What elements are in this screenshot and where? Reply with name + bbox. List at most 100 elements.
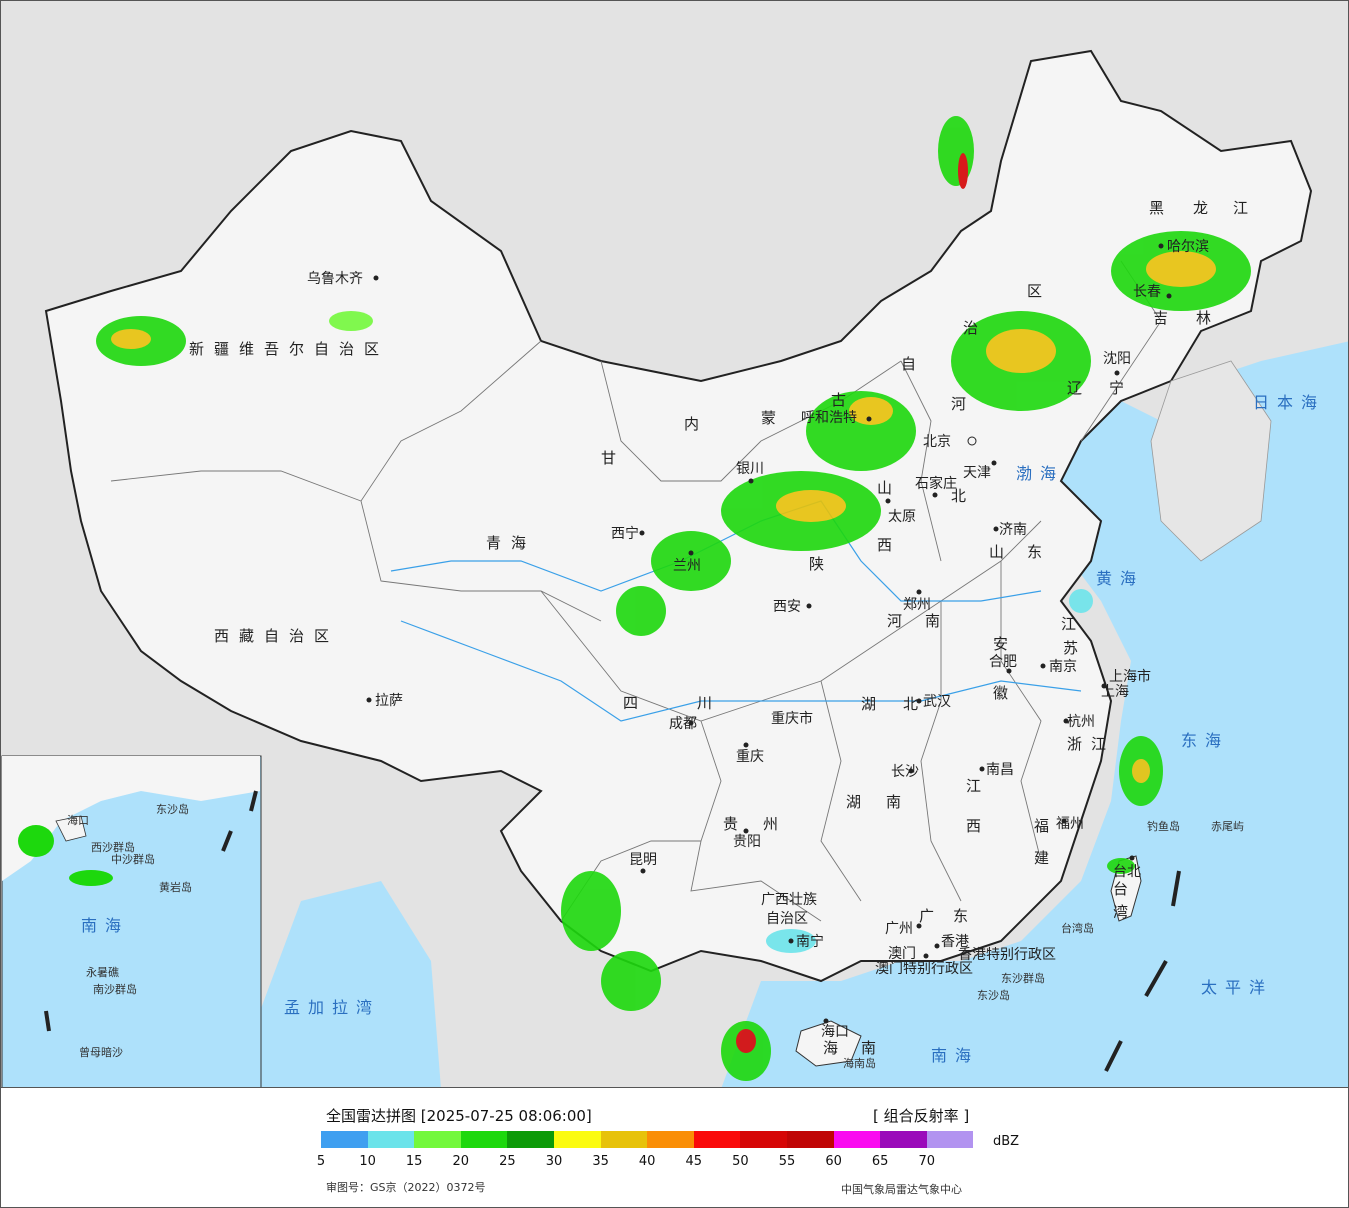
province-xinjiang: 新疆维吾尔自治区 [189,340,389,358]
sea-japan: 日本海 [1253,393,1325,412]
legend-unit: dBZ [993,1134,1020,1149]
inset-xisha-label: 西沙群岛 [91,840,135,854]
island-dongsha-group: 东沙群岛 [1001,971,1045,985]
city-harbin: 哈尔滨 [1167,239,1209,255]
color-swatch [507,1131,554,1148]
boundary-dashes [44,790,1181,1072]
island-hainan: 海南岛 [843,1056,876,1070]
province-gui: 贵 [723,815,748,833]
city-wuhan: 武汉 [923,694,951,710]
radar-map[interactable]: 南海 西沙群岛 中沙群岛 南沙群岛 永暑礁 曾母暗沙 黄岩岛 东沙岛 海口 新疆… [0,0,1349,1088]
province-gansu: 甘 [601,449,626,467]
sea-east: 东海 [1181,731,1229,750]
city-hohhot: 呼和浩特 [801,410,857,426]
province-hu2: 湖 [846,793,871,811]
map-canvas: 南海 西沙群岛 中沙群岛 南沙群岛 永暑礁 曾母暗沙 黄岩岛 东沙岛 海口 新疆… [1,1,1348,1087]
province-jiang: 江 [1233,199,1258,217]
inset-south-sea-label: 南海 [81,916,129,935]
sea-pacific: 太平洋 [1201,978,1273,997]
city-urumqi: 乌鲁木齐 [307,271,363,287]
city-chengdu: 成都 [669,716,697,732]
region-macau: 澳门特别行政区 [875,961,973,977]
province-shanghai: 上海市 [1109,668,1151,685]
city-zhengzhou: 郑州 [903,597,931,613]
color-swatch [740,1131,787,1148]
sea-south: 南海 [931,1046,979,1065]
inset-haikou-label: 海口 [67,813,89,827]
province-chuan: 川 [697,694,722,712]
province-shandong-1: 山 [989,543,1014,561]
inset-huangyan-label: 黄岩岛 [159,880,192,894]
city-xining: 西宁 [611,525,639,542]
city-hongkong: 香港 [941,934,969,950]
color-swatch [833,1131,881,1148]
inset-zengmu-label: 曾母暗沙 [79,1045,123,1059]
scale-tick-label: 65 [871,1154,889,1169]
color-scale [321,1131,974,1148]
province-shandong-2: 东 [1027,543,1052,561]
color-swatch [414,1131,461,1148]
island-labels: 钓鱼岛 赤尾屿 台湾岛 东沙群岛 东沙岛 海南岛 香港特别行政区 澳门特别行政区 [843,819,1244,1070]
province-hainan-2: 南 [861,1039,886,1057]
city-jinan: 济南 [999,522,1027,538]
province-an: 安 [993,635,1018,653]
city-tianjin: 天津 [963,465,991,481]
province-guangxi: 广西壮族 [761,892,817,908]
province-tai: 台 [1113,880,1138,898]
province-meng: 蒙 [761,409,786,427]
province-fu: 福 [1034,817,1059,835]
color-swatch [367,1131,415,1148]
scale-tick-label: 40 [638,1154,656,1169]
province-henan-2: 南 [925,612,950,630]
scale-ticks: 5 10 15 20 25 30 35 40 45 50 55 60 65 70 [317,1154,971,1170]
province-xizang: 西藏自治区 [214,627,339,645]
province-qu: 区 [1027,282,1052,300]
province-lin: 林 [1196,309,1221,327]
province-zhi: 治 [963,319,988,337]
color-swatch [553,1131,601,1148]
sea-bohai: 渤海 [1016,464,1064,483]
color-swatch [647,1131,694,1148]
scale-tick-label: 5 [316,1154,326,1169]
province-ji: 吉 [1153,309,1178,327]
province-zhou: 州 [763,815,788,833]
province-dong: 东 [953,907,978,925]
color-swatch [926,1131,974,1148]
province-hei: 黑 [1149,199,1174,217]
legend-title: 全国雷达拼图 [2025-07-25 08:06:00] [326,1107,592,1125]
province-jiangxi-1: 江 [966,777,991,795]
south-china-sea-inset: 南海 西沙群岛 中沙群岛 南沙群岛 永暑礁 曾母暗沙 黄岩岛 东沙岛 海口 [1,755,262,1087]
province-jian: 建 [1034,849,1059,867]
province-jiangxi-2: 西 [966,817,991,835]
color-swatch [460,1131,508,1148]
inset-dongsha-label: 东沙岛 [156,802,189,816]
province-chongqing: 重庆市 [771,710,813,727]
city-yinchuan: 银川 [736,461,764,477]
inset-yongshu-label: 永暑礁 [86,965,119,979]
province-hunan: 南 [886,793,911,811]
city-guiyang: 贵阳 [733,834,761,850]
scale-tick-label: 10 [359,1154,376,1169]
scale-tick-label: 50 [732,1154,749,1169]
city-nanning: 南宁 [796,933,824,950]
province-hainan-1: 海 [823,1039,848,1057]
map-approval-number: 审图号：GS京（2022）0372号 [326,1181,486,1194]
province-bei: 北 [951,487,976,505]
province-shaanxi: 陕 [809,555,834,573]
color-swatch [600,1131,648,1148]
city-labels: 乌鲁木齐 拉萨 西宁 兰州 银川 呼和浩特 北京 天津 石家庄 太原 西安 郑州… [307,239,1209,1040]
sea-labels: 黄海 渤海 东海 南海 太平洋 日本海 孟加拉湾 [284,393,1325,1065]
scale-tick-label: 20 [452,1154,470,1169]
city-taipei: 台北 [1113,864,1141,880]
radar-echoes [96,116,1251,1081]
province-si: 四 [623,694,648,712]
province-nei: 内 [684,415,709,433]
city-xian: 西安 [773,599,801,615]
scale-tick-label: 25 [499,1154,516,1169]
city-changchun: 长春 [1133,284,1161,300]
city-nanjing: 南京 [1049,659,1077,675]
province-he: 河 [951,395,976,413]
color-swatch [880,1131,927,1148]
province-hui: 徽 [993,684,1018,702]
color-swatch [321,1131,368,1148]
